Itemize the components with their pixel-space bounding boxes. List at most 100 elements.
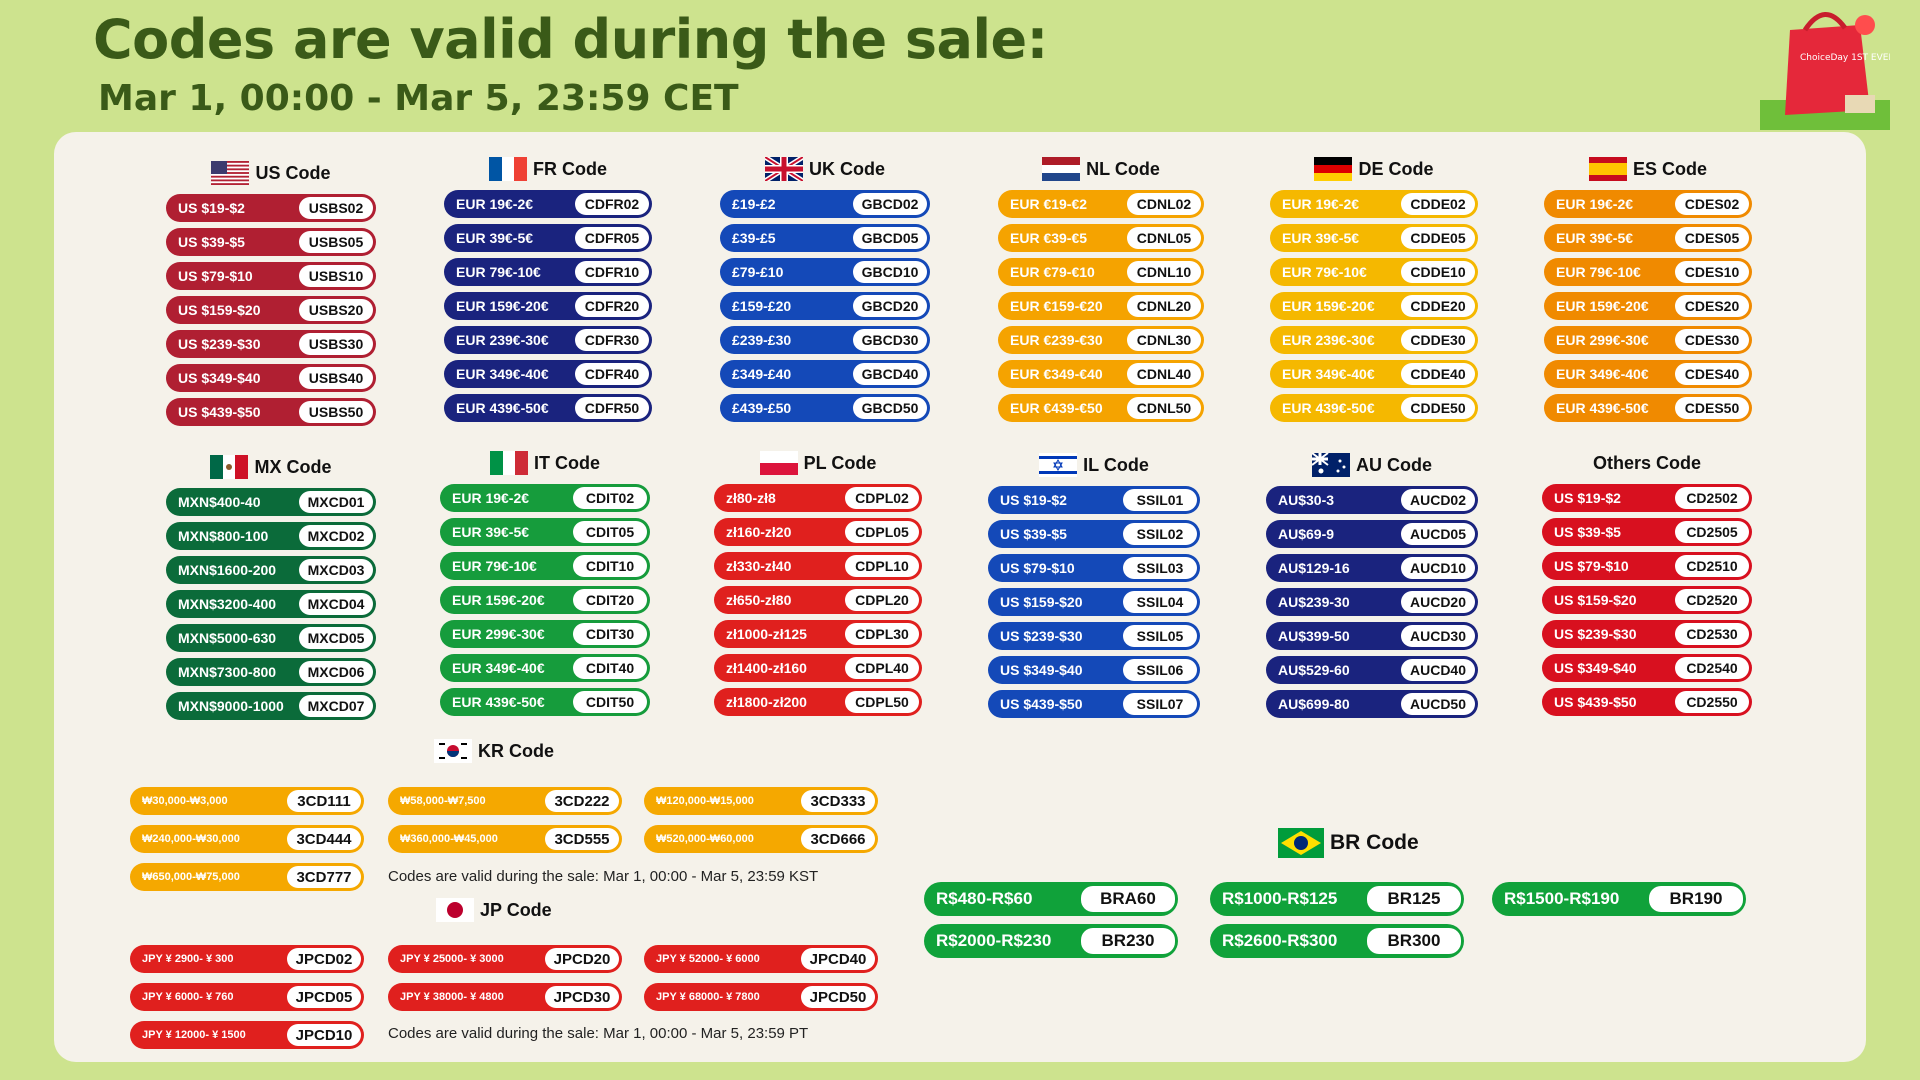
coupon-code[interactable]: BR190 xyxy=(1649,886,1743,912)
coupon-code[interactable]: CD2502 xyxy=(1675,487,1749,509)
coupon-code[interactable]: SSIL01 xyxy=(1123,489,1197,511)
coupon-code[interactable]: CDPL30 xyxy=(845,623,919,645)
coupon-code[interactable]: MXCD07 xyxy=(299,695,373,717)
coupon-code[interactable]: 3CD777 xyxy=(287,866,361,888)
coupon-code[interactable]: CDFR02 xyxy=(575,193,649,215)
coupon-code[interactable]: CDES20 xyxy=(1675,295,1749,317)
coupon-code[interactable]: CDFR10 xyxy=(575,261,649,283)
coupon-code[interactable]: USBS30 xyxy=(299,333,373,355)
coupon-code[interactable]: CDPL20 xyxy=(845,589,919,611)
coupon-code[interactable]: GBCD30 xyxy=(853,329,927,351)
coupon-code[interactable]: GBCD10 xyxy=(853,261,927,283)
coupon-code[interactable]: GBCD20 xyxy=(853,295,927,317)
coupon-code[interactable]: CDPL02 xyxy=(845,487,919,509)
coupon-code[interactable]: CDIT05 xyxy=(573,521,647,543)
coupon-code[interactable]: CDNL40 xyxy=(1127,363,1201,385)
coupon-code[interactable]: BRA60 xyxy=(1081,886,1175,912)
coupon-code[interactable]: 3CD444 xyxy=(287,828,361,850)
coupon-code[interactable]: CDIT02 xyxy=(573,487,647,509)
coupon-code[interactable]: CDFR50 xyxy=(575,397,649,419)
coupon-code[interactable]: SSIL03 xyxy=(1123,557,1197,579)
coupon-code[interactable]: JPCD20 xyxy=(545,948,619,970)
coupon-code[interactable]: AUCD40 xyxy=(1401,659,1475,681)
coupon-code[interactable]: JPCD30 xyxy=(545,986,619,1008)
coupon-code[interactable]: CDDE02 xyxy=(1401,193,1475,215)
coupon-code[interactable]: CDDE30 xyxy=(1401,329,1475,351)
coupon-code[interactable]: USBS50 xyxy=(299,401,373,423)
coupon-code[interactable]: CD2505 xyxy=(1675,521,1749,543)
coupon-code[interactable]: JPCD10 xyxy=(287,1024,361,1046)
coupon-code[interactable]: JPCD40 xyxy=(801,948,875,970)
coupon-code[interactable]: GBCD50 xyxy=(853,397,927,419)
coupon-code[interactable]: CDDE50 xyxy=(1401,397,1475,419)
coupon-code[interactable]: CDIT40 xyxy=(573,657,647,679)
coupon-code[interactable]: CD2510 xyxy=(1675,555,1749,577)
coupon-code[interactable]: CDDE20 xyxy=(1401,295,1475,317)
coupon-code[interactable]: CDNL50 xyxy=(1127,397,1201,419)
coupon-code[interactable]: MXCD05 xyxy=(299,627,373,649)
coupon-code[interactable]: USBS20 xyxy=(299,299,373,321)
coupon-code[interactable]: JPCD05 xyxy=(287,986,361,1008)
coupon-code[interactable]: SSIL05 xyxy=(1123,625,1197,647)
coupon-code[interactable]: USBS05 xyxy=(299,231,373,253)
coupon-code[interactable]: 3CD222 xyxy=(545,790,619,812)
coupon-code[interactable]: BR230 xyxy=(1081,928,1175,954)
coupon-code[interactable]: JPCD02 xyxy=(287,948,361,970)
coupon-code[interactable]: SSIL02 xyxy=(1123,523,1197,545)
coupon-code[interactable]: MXCD02 xyxy=(299,525,373,547)
coupon-code[interactable]: SSIL07 xyxy=(1123,693,1197,715)
coupon-code[interactable]: AUCD10 xyxy=(1401,557,1475,579)
coupon-code[interactable]: GBCD02 xyxy=(853,193,927,215)
coupon-code[interactable]: BR300 xyxy=(1367,928,1461,954)
coupon-code[interactable]: SSIL06 xyxy=(1123,659,1197,681)
coupon-code[interactable]: CDFR05 xyxy=(575,227,649,249)
coupon-code[interactable]: CDDE05 xyxy=(1401,227,1475,249)
coupon-code[interactable]: 3CD111 xyxy=(287,790,361,812)
coupon-code[interactable]: CDFR30 xyxy=(575,329,649,351)
coupon-code[interactable]: 3CD666 xyxy=(801,828,875,850)
coupon-code[interactable]: AUCD05 xyxy=(1401,523,1475,545)
coupon-code[interactable]: CD2540 xyxy=(1675,657,1749,679)
coupon-code[interactable]: CDES40 xyxy=(1675,363,1749,385)
coupon-code[interactable]: CDES30 xyxy=(1675,329,1749,351)
coupon-code[interactable]: CDES05 xyxy=(1675,227,1749,249)
coupon-code[interactable]: CDIT20 xyxy=(573,589,647,611)
coupon-code[interactable]: GBCD40 xyxy=(853,363,927,385)
coupon-code[interactable]: CDNL10 xyxy=(1127,261,1201,283)
coupon-code[interactable]: CDFR20 xyxy=(575,295,649,317)
coupon-code[interactable]: AUCD30 xyxy=(1401,625,1475,647)
coupon-code[interactable]: 3CD555 xyxy=(545,828,619,850)
coupon-code[interactable]: CDDE40 xyxy=(1401,363,1475,385)
coupon-code[interactable]: CDIT50 xyxy=(573,691,647,713)
coupon-code[interactable]: USBS40 xyxy=(299,367,373,389)
coupon-code[interactable]: MXCD06 xyxy=(299,661,373,683)
coupon-code[interactable]: CDNL30 xyxy=(1127,329,1201,351)
coupon-code[interactable]: CDIT30 xyxy=(573,623,647,645)
coupon-code[interactable]: CDES10 xyxy=(1675,261,1749,283)
coupon-code[interactable]: CDNL20 xyxy=(1127,295,1201,317)
coupon-code[interactable]: CDNL02 xyxy=(1127,193,1201,215)
coupon-code[interactable]: GBCD05 xyxy=(853,227,927,249)
coupon-code[interactable]: USBS02 xyxy=(299,197,373,219)
coupon-code[interactable]: MXCD01 xyxy=(299,491,373,513)
coupon-code[interactable]: JPCD50 xyxy=(801,986,875,1008)
coupon-code[interactable]: CD2530 xyxy=(1675,623,1749,645)
coupon-code[interactable]: CDPL10 xyxy=(845,555,919,577)
coupon-code[interactable]: 3CD333 xyxy=(801,790,875,812)
coupon-code[interactable]: CDES02 xyxy=(1675,193,1749,215)
coupon-code[interactable]: USBS10 xyxy=(299,265,373,287)
coupon-code[interactable]: CDDE10 xyxy=(1401,261,1475,283)
coupon-code[interactable]: CDFR40 xyxy=(575,363,649,385)
coupon-code[interactable]: SSIL04 xyxy=(1123,591,1197,613)
coupon-code[interactable]: AUCD02 xyxy=(1401,489,1475,511)
coupon-code[interactable]: BR125 xyxy=(1367,886,1461,912)
coupon-code[interactable]: AUCD20 xyxy=(1401,591,1475,613)
coupon-code[interactable]: MXCD04 xyxy=(299,593,373,615)
coupon-code[interactable]: CDPL50 xyxy=(845,691,919,713)
coupon-code[interactable]: CD2550 xyxy=(1675,691,1749,713)
coupon-code[interactable]: AUCD50 xyxy=(1401,693,1475,715)
coupon-code[interactable]: MXCD03 xyxy=(299,559,373,581)
coupon-code[interactable]: CDPL05 xyxy=(845,521,919,543)
coupon-code[interactable]: CDNL05 xyxy=(1127,227,1201,249)
coupon-code[interactable]: CDES50 xyxy=(1675,397,1749,419)
